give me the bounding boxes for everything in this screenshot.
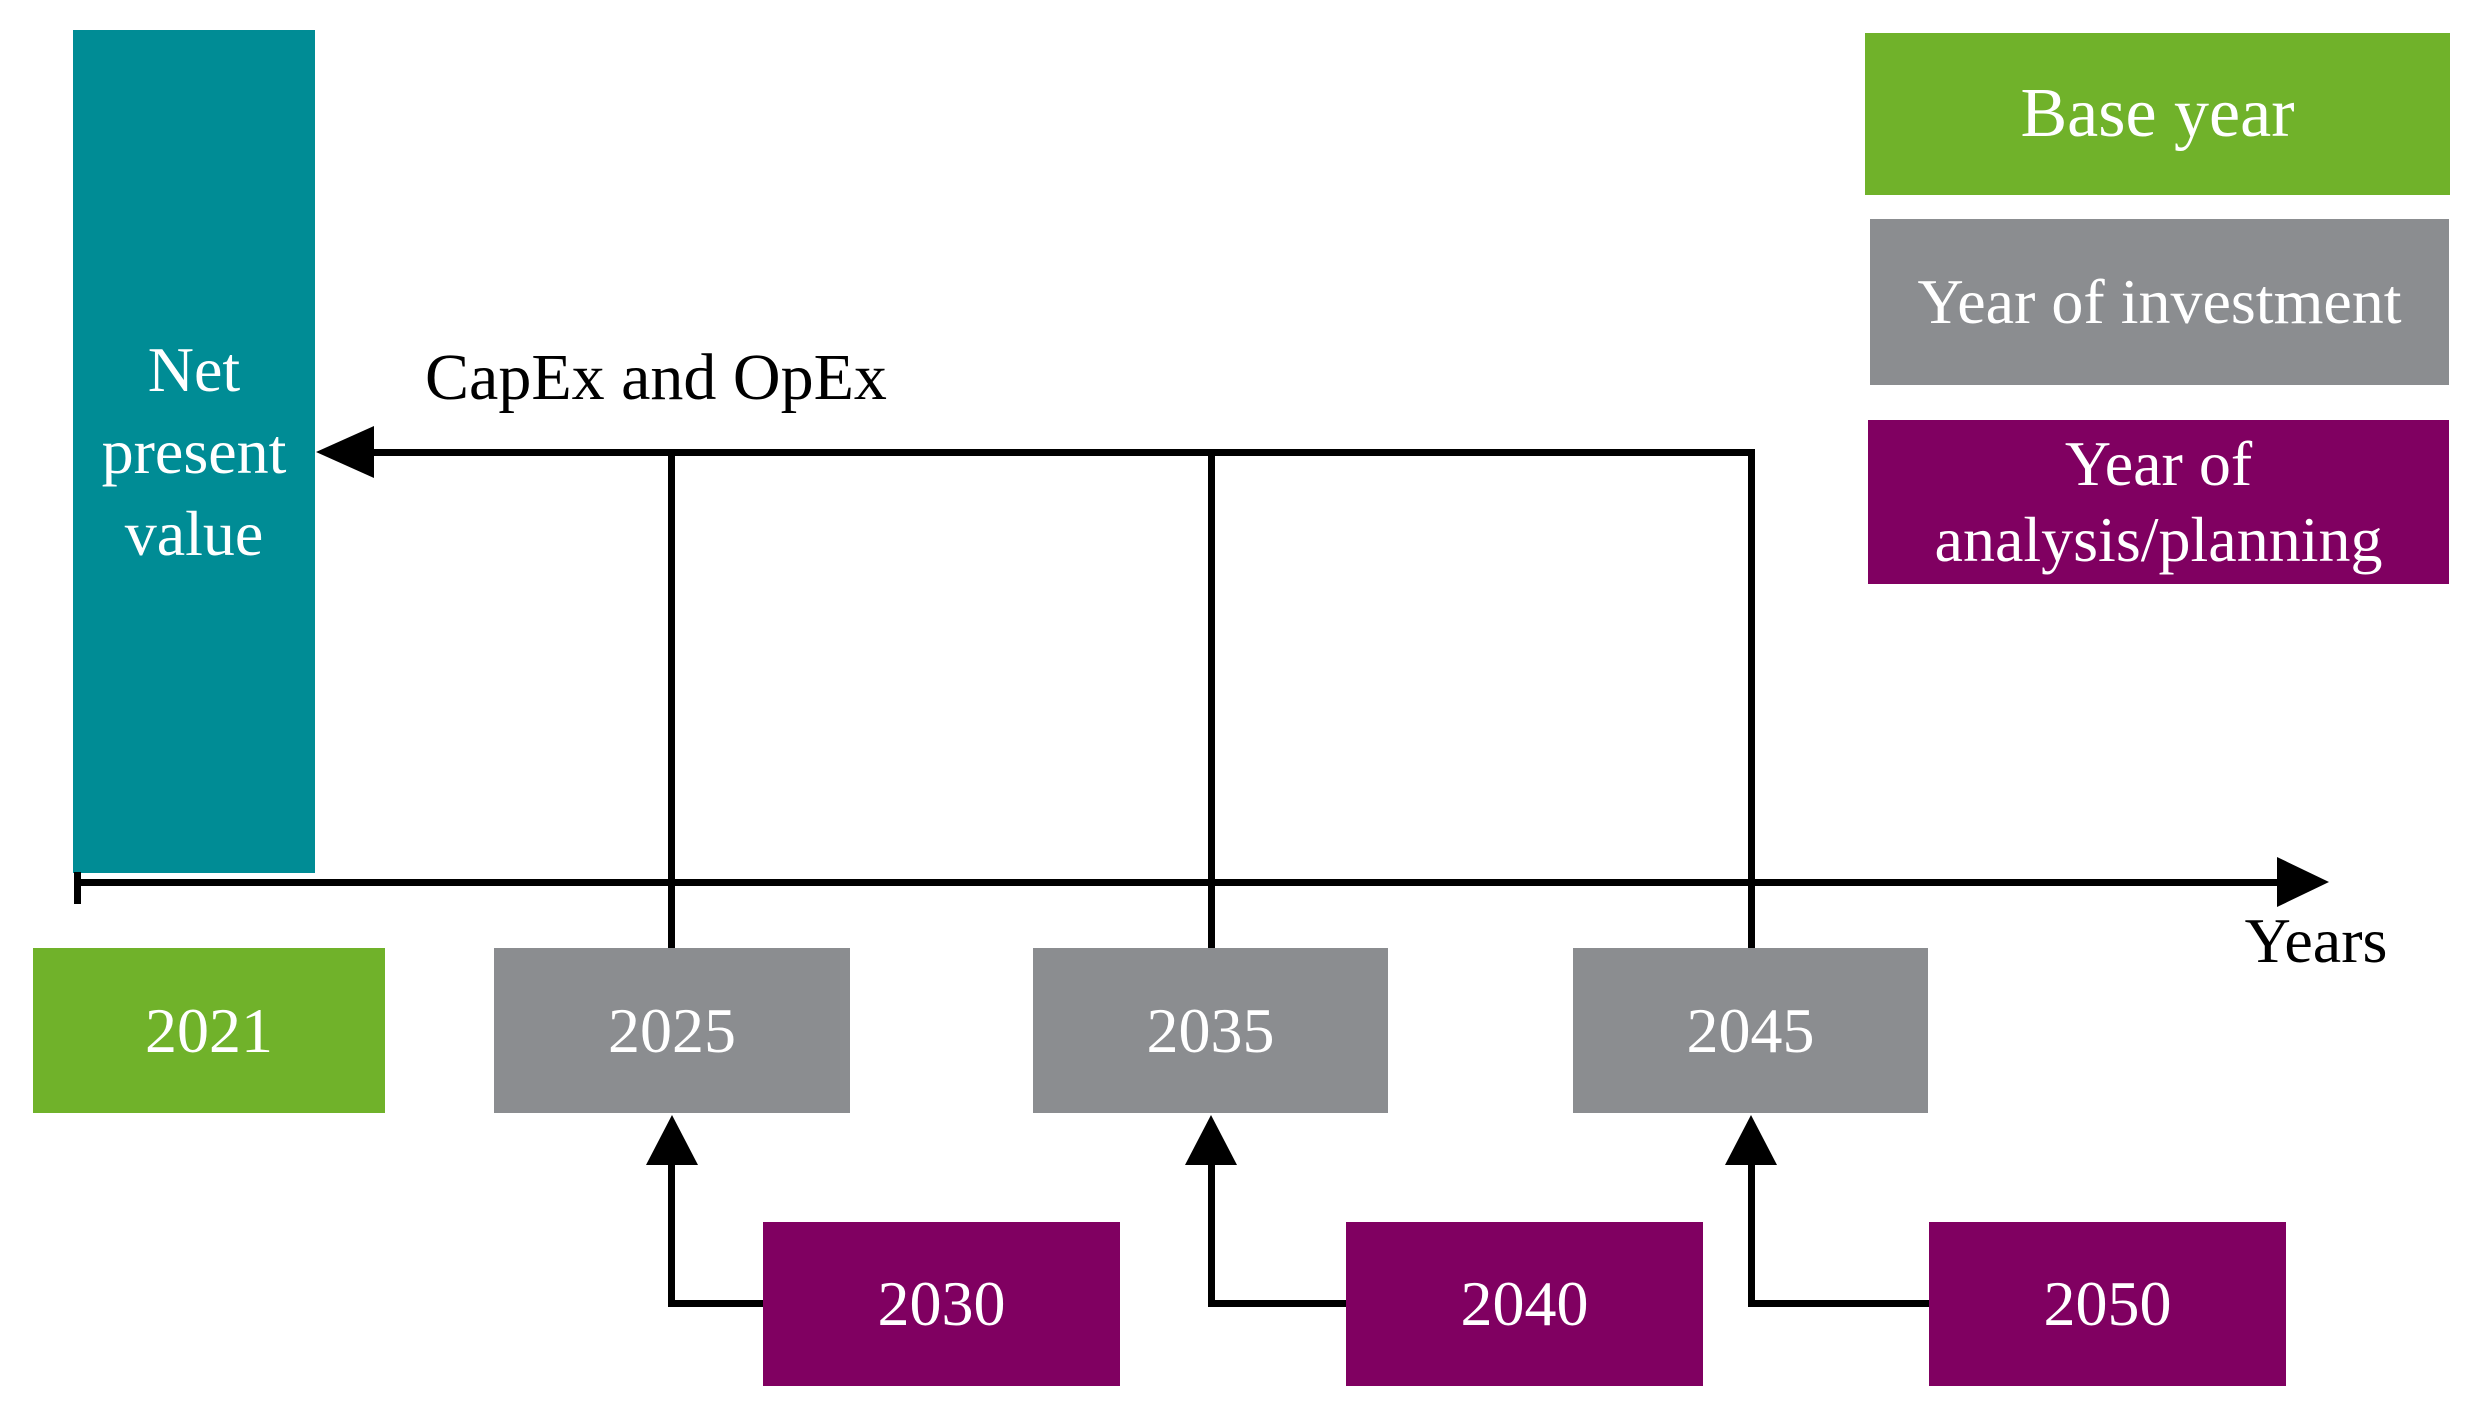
axis-years-label: Years: [2244, 905, 2388, 976]
planning-year-box-2050: 2050: [1929, 1222, 2286, 1386]
base-year-value: 2021: [145, 994, 273, 1066]
legend-base-year: Base year: [1865, 33, 2450, 195]
investment-year-box-2045: 2045: [1573, 948, 1928, 1113]
timeline-axis: [77, 879, 2277, 886]
vertical-line-2025: [668, 449, 675, 950]
legend-planning-line2: analysis/planning: [1934, 504, 2383, 575]
connector-vertical-2050: [1748, 1161, 1755, 1307]
capex-opex-label: CapEx and OpEx: [425, 341, 887, 414]
planning-year-box-2030: 2030: [763, 1222, 1120, 1386]
investment-year-box-2035: 2035: [1033, 948, 1388, 1113]
legend-investment-label: Year of investment: [1917, 266, 2402, 337]
investment-year-box-2025: 2025: [494, 948, 850, 1113]
legend-base-year-label: Base year: [2020, 75, 2295, 152]
investment-year-value: 2035: [1146, 994, 1275, 1066]
up-arrowhead-icon-2025: [646, 1115, 698, 1165]
legend-planning-label: Year of analysis/planning: [1935, 426, 2383, 578]
planning-year-value: 2030: [877, 1268, 1006, 1339]
investment-year-value: 2025: [608, 994, 736, 1066]
legend-year-of-investment: Year of investment: [1870, 219, 2449, 385]
legend-planning-line1: Year of: [2064, 428, 2253, 499]
connector-elbow-2050: [1748, 1300, 1929, 1307]
npv-label-line3: value: [124, 497, 264, 569]
capex-left-arrowhead-icon: [316, 426, 374, 478]
vertical-line-2045: [1748, 449, 1755, 950]
connector-vertical-2040: [1208, 1161, 1215, 1307]
vertical-line-2035: [1208, 449, 1215, 950]
npv-bar: Net present value: [73, 30, 315, 873]
planning-year-box-2040: 2040: [1346, 1222, 1703, 1386]
timeline-origin-tick: [74, 872, 81, 904]
npv-bar-label: Net present value: [102, 329, 287, 575]
planning-year-value: 2050: [2043, 1268, 2172, 1339]
connector-elbow-2040: [1208, 1300, 1346, 1307]
timeline-arrowhead-icon: [2277, 857, 2329, 907]
base-year-box-2021: 2021: [33, 948, 385, 1113]
investment-year-value: 2045: [1686, 994, 1815, 1066]
legend-year-of-analysis-planning: Year of analysis/planning: [1868, 420, 2449, 584]
connector-vertical-2030: [668, 1161, 675, 1307]
npv-label-line2: present: [101, 415, 287, 487]
npv-label-line1: Net: [147, 333, 241, 405]
capex-line: [340, 449, 1755, 456]
planning-year-value: 2040: [1460, 1268, 1589, 1339]
up-arrowhead-icon-2045: [1725, 1115, 1777, 1165]
connector-elbow-2030: [668, 1300, 763, 1307]
up-arrowhead-icon-2035: [1185, 1115, 1237, 1165]
